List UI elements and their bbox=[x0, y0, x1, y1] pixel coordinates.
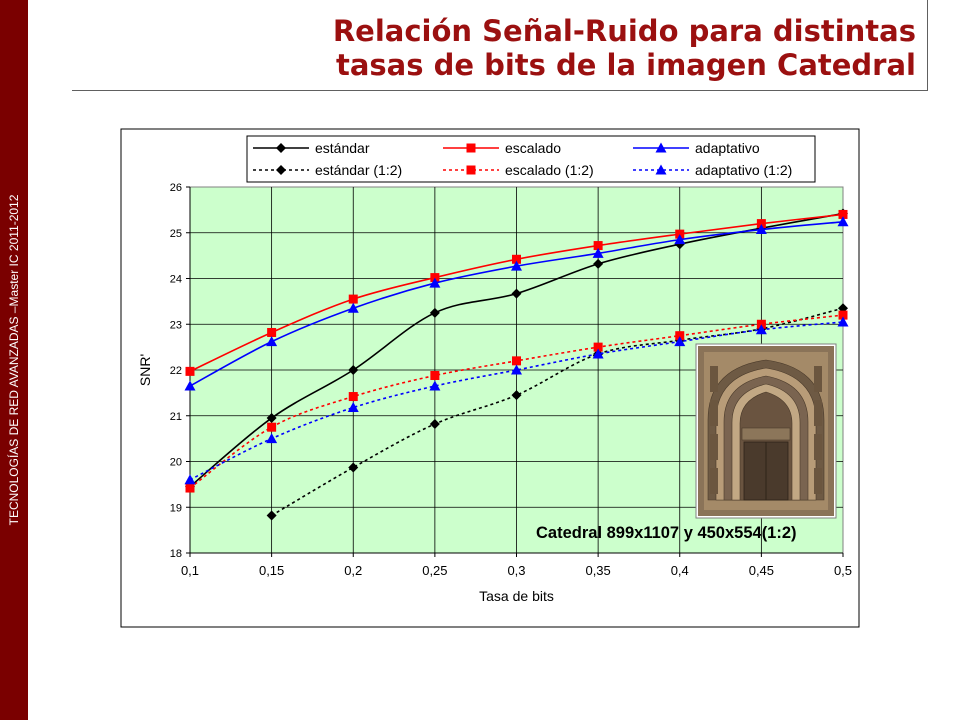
data-point bbox=[511, 288, 522, 299]
legend-marker bbox=[466, 143, 476, 153]
photo-niche bbox=[814, 434, 822, 460]
y-tick-label: 22 bbox=[170, 365, 182, 377]
title-side-rule bbox=[927, 0, 928, 91]
legend-marker bbox=[466, 165, 476, 175]
legend-marker bbox=[655, 142, 667, 153]
snr-chart: 18 19 20 21 22 23 24 25 26 0,1 0,15 0,2 0,25 0,3 0,35 0… bbox=[120, 128, 860, 628]
photo-niche bbox=[814, 400, 822, 426]
legend-box bbox=[246, 135, 816, 183]
data-point bbox=[348, 365, 359, 375]
data-point bbox=[266, 413, 277, 424]
data-point bbox=[429, 277, 441, 288]
data-point bbox=[348, 294, 358, 304]
data-point bbox=[756, 219, 766, 229]
photo-niche bbox=[814, 366, 822, 392]
data-point bbox=[512, 356, 521, 366]
y-axis-title: SNR' bbox=[137, 354, 153, 386]
data-point bbox=[348, 462, 359, 473]
legend-label: adaptativo (1:2) bbox=[695, 162, 792, 178]
data-point bbox=[675, 331, 685, 341]
data-point bbox=[592, 348, 604, 359]
data-point bbox=[511, 390, 522, 401]
legend-label: escalado (1:2) bbox=[505, 162, 594, 178]
data-point bbox=[838, 209, 848, 219]
legend-marker bbox=[276, 165, 286, 175]
y-tick-label: 20 bbox=[170, 457, 182, 469]
data-point bbox=[837, 216, 849, 227]
data-point bbox=[674, 234, 686, 245]
data-point bbox=[184, 474, 196, 485]
data-point bbox=[267, 327, 277, 337]
y-tick-label: 18 bbox=[170, 548, 182, 560]
photo-niche bbox=[710, 400, 718, 426]
data-point bbox=[266, 433, 278, 444]
y-tick-label: 19 bbox=[170, 502, 182, 514]
legend-label: adaptativo bbox=[695, 140, 760, 156]
legend-label: escalado bbox=[505, 140, 561, 156]
slide-title: Relación Señal-Ruido para distintas tasa… bbox=[216, 14, 916, 82]
data-point bbox=[184, 380, 196, 391]
legend-label: estándar (1:2) bbox=[315, 162, 402, 178]
chart-annotation: Catedral 899x1107 y 450x554(1:2) bbox=[536, 524, 797, 542]
data-point bbox=[511, 364, 522, 375]
x-tick-label: 0,25 bbox=[422, 563, 447, 578]
data-point bbox=[347, 402, 359, 413]
title-underline bbox=[72, 90, 928, 91]
data-point bbox=[347, 302, 359, 313]
data-point bbox=[266, 510, 277, 521]
slide-title-line-2: tasas de bits de la imagen Catedral bbox=[335, 48, 916, 82]
data-point bbox=[429, 418, 440, 429]
x-tick-label: 0,3 bbox=[507, 563, 525, 578]
sidebar-band: TECNOLOGÍAS DE RED AVANZADAS –Master IC … bbox=[0, 0, 28, 720]
data-point bbox=[755, 324, 767, 335]
x-tick-label: 0,5 bbox=[834, 563, 852, 578]
data-point bbox=[429, 380, 441, 391]
chart-svg: 18 19 20 21 22 23 24 25 26 0,1 0,15 0,2 0,25 0,3 0,35 0… bbox=[120, 128, 860, 628]
data-point bbox=[267, 422, 277, 432]
x-tick-label: 0,35 bbox=[585, 563, 610, 578]
data-point bbox=[593, 342, 603, 352]
series-line-3 bbox=[271, 307, 844, 517]
legend-label: estándar bbox=[315, 140, 370, 156]
data-point bbox=[185, 366, 195, 376]
y-tick-label: 23 bbox=[170, 319, 182, 331]
x-tick-label: 0,45 bbox=[749, 563, 774, 578]
y-tick-label: 24 bbox=[170, 274, 182, 286]
x-axis-title: Tasa de bits bbox=[479, 588, 554, 604]
photo-tympanum bbox=[741, 427, 791, 441]
data-point bbox=[837, 316, 849, 327]
x-tick-label: 0,2 bbox=[344, 563, 362, 578]
photo-niche bbox=[710, 366, 718, 392]
data-point bbox=[511, 260, 522, 271]
photo-niche bbox=[710, 434, 718, 460]
data-point bbox=[592, 247, 604, 258]
data-point bbox=[430, 370, 440, 380]
course-label: TECNOLOGÍAS DE RED AVANZADAS –Master IC … bbox=[7, 194, 21, 526]
data-point bbox=[674, 336, 686, 347]
x-tick-label: 0,15 bbox=[259, 563, 284, 578]
legend-marker bbox=[276, 143, 286, 153]
legend-marker bbox=[655, 164, 667, 175]
y-tick-label: 25 bbox=[170, 228, 182, 240]
data-point bbox=[593, 241, 603, 251]
data-point bbox=[838, 310, 848, 320]
data-point bbox=[185, 483, 195, 493]
data-point bbox=[593, 258, 604, 269]
photo-niche bbox=[710, 468, 718, 494]
y-tick-label: 21 bbox=[170, 411, 182, 423]
data-point bbox=[755, 224, 767, 235]
data-point bbox=[512, 254, 521, 264]
x-tick-label: 0,4 bbox=[671, 563, 689, 578]
data-point bbox=[348, 392, 358, 402]
slide-title-line-1: Relación Señal-Ruido para distintas bbox=[332, 14, 916, 48]
y-tick-label: 26 bbox=[170, 182, 182, 194]
photo-niche bbox=[814, 468, 822, 494]
x-tick-label: 0,1 bbox=[181, 563, 199, 578]
data-point bbox=[266, 336, 278, 347]
data-point bbox=[429, 307, 440, 318]
